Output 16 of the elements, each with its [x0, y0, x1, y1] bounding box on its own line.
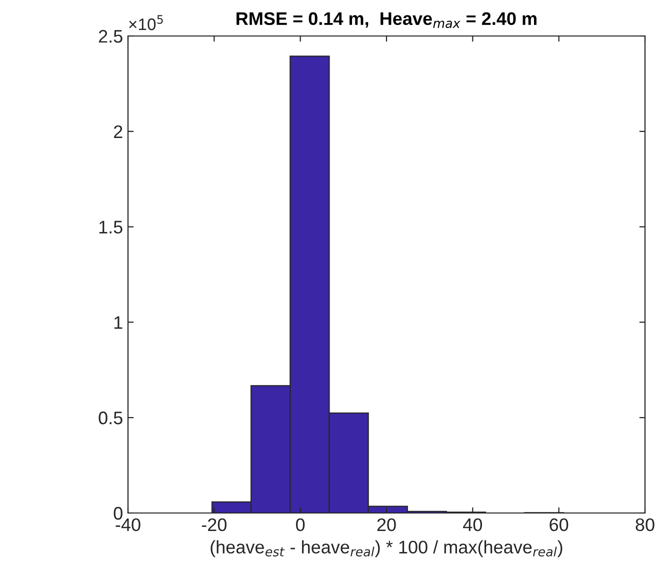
y-tick-label: 2.5 — [98, 30, 122, 43]
x-tick-label: -40 — [116, 518, 140, 532]
x-tick-label: 80 — [636, 518, 654, 532]
chart-title: RMSE = 0.14 m, Heave$_{max}$ = 2.40 m — [236, 12, 536, 28]
x-axis-title: (heave$_{est}$ - heave$_{real}$) * 100 / max(heave$_{real}$) — [210, 540, 562, 558]
y-tick-label: 1.5 — [99, 220, 122, 234]
x-tick-label: 20 — [377, 518, 396, 532]
y-tick-label: 0.5 — [98, 412, 122, 424]
x-tick-label: 40 — [463, 518, 482, 532]
x-tick-label: -20 — [202, 518, 227, 532]
x-tick-label: 0 — [296, 518, 305, 532]
y-tick-label: 1 — [114, 316, 122, 329]
x-tick-label: 60 — [550, 518, 568, 532]
y-tick-label: 0 — [114, 506, 122, 520]
y-tick-label: 2 — [114, 125, 122, 138]
text: ×10$^{5}$ — [129, 15, 163, 30]
